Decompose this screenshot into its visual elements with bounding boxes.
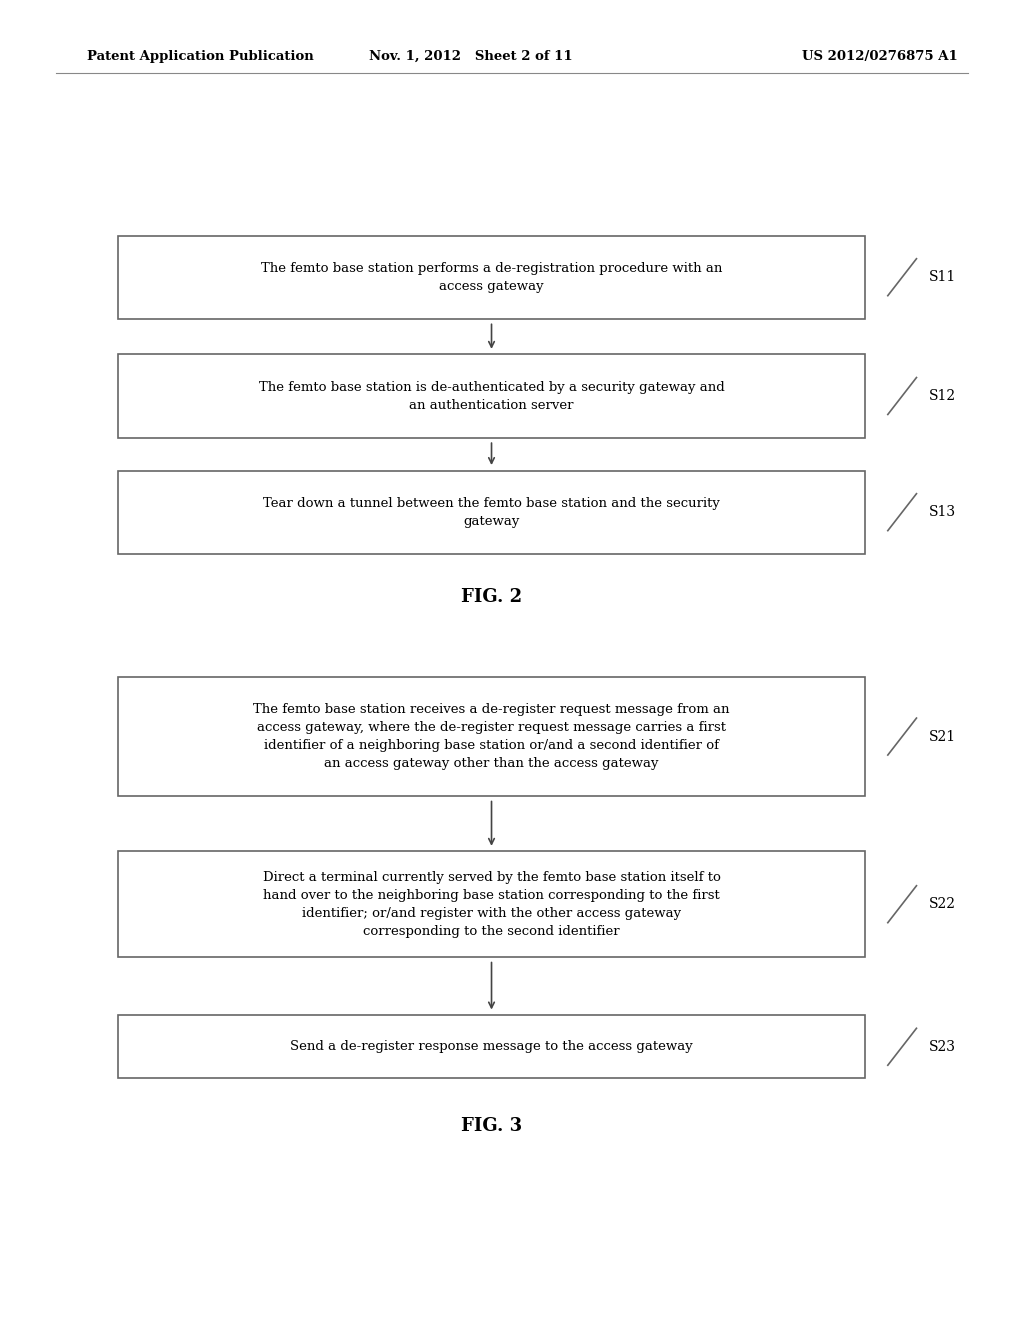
Bar (118, 677, 865, 796)
Text: S12: S12 (929, 389, 955, 403)
Bar (118, 851, 865, 957)
Text: The femto base station receives a de-register request message from an
access gat: The femto base station receives a de-reg… (253, 704, 730, 770)
Text: S13: S13 (929, 506, 955, 519)
Text: S22: S22 (929, 898, 955, 911)
Text: FIG. 2: FIG. 2 (461, 587, 522, 606)
Text: The femto base station is de-authenticated by a security gateway and
an authenti: The femto base station is de-authenticat… (259, 380, 724, 412)
Text: US 2012/0276875 A1: US 2012/0276875 A1 (802, 50, 957, 63)
Text: Nov. 1, 2012   Sheet 2 of 11: Nov. 1, 2012 Sheet 2 of 11 (370, 50, 572, 63)
Bar (118, 235, 865, 318)
Text: FIG. 3: FIG. 3 (461, 1117, 522, 1135)
Bar (118, 1015, 865, 1078)
Text: Patent Application Publication: Patent Application Publication (87, 50, 313, 63)
Text: Direct a terminal currently served by the femto base station itself to
hand over: Direct a terminal currently served by th… (262, 871, 721, 937)
Text: Tear down a tunnel between the femto base station and the security
gateway: Tear down a tunnel between the femto bas… (263, 496, 720, 528)
Text: Send a de-register response message to the access gateway: Send a de-register response message to t… (290, 1040, 693, 1053)
Text: S23: S23 (929, 1040, 955, 1053)
Bar (118, 471, 865, 554)
Text: S21: S21 (929, 730, 955, 743)
Bar (118, 354, 865, 438)
Text: S11: S11 (929, 271, 956, 284)
Text: The femto base station performs a de-registration procedure with an
access gatew: The femto base station performs a de-reg… (261, 261, 722, 293)
